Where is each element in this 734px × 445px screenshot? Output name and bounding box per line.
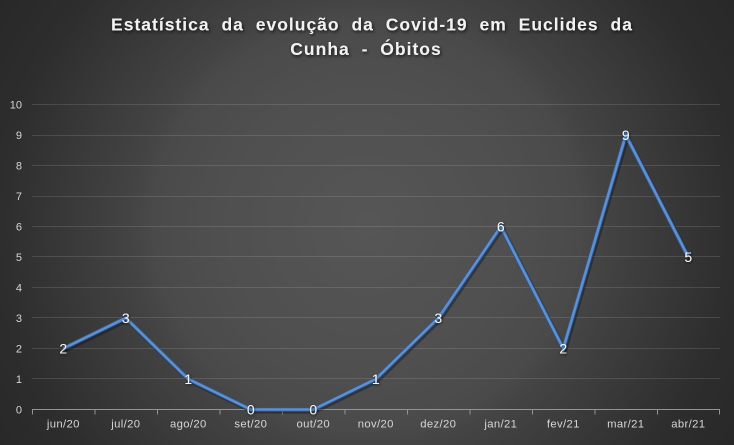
svg-text:3: 3 bbox=[16, 313, 22, 325]
svg-text:fev/21: fev/21 bbox=[547, 418, 580, 430]
svg-text:Estatística da evolução da Cov: Estatística da evolução da Covid-19 em E… bbox=[111, 14, 633, 34]
svg-text:2: 2 bbox=[59, 340, 67, 356]
svg-text:ago/20: ago/20 bbox=[170, 418, 207, 430]
svg-text:3: 3 bbox=[122, 310, 130, 326]
svg-text:0: 0 bbox=[247, 401, 255, 417]
svg-text:1: 1 bbox=[16, 374, 22, 386]
svg-text:set/20: set/20 bbox=[234, 418, 267, 430]
svg-text:0: 0 bbox=[16, 405, 22, 417]
svg-text:0: 0 bbox=[309, 401, 317, 417]
svg-text:1: 1 bbox=[184, 371, 192, 387]
svg-text:2: 2 bbox=[16, 344, 22, 356]
svg-text:jul/20: jul/20 bbox=[110, 418, 140, 430]
svg-text:8: 8 bbox=[16, 161, 22, 173]
svg-text:dez/20: dez/20 bbox=[420, 418, 456, 430]
svg-text:7: 7 bbox=[16, 191, 22, 203]
svg-text:9: 9 bbox=[622, 127, 630, 143]
svg-text:6: 6 bbox=[16, 222, 22, 234]
svg-text:out/20: out/20 bbox=[297, 418, 331, 430]
svg-text:3: 3 bbox=[434, 310, 442, 326]
svg-text:1: 1 bbox=[372, 371, 380, 387]
svg-text:abr/21: abr/21 bbox=[671, 418, 705, 430]
svg-text:6: 6 bbox=[497, 218, 505, 234]
svg-text:4: 4 bbox=[16, 283, 22, 295]
svg-text:2: 2 bbox=[559, 340, 567, 356]
svg-text:5: 5 bbox=[684, 249, 692, 265]
svg-text:9: 9 bbox=[16, 130, 22, 142]
svg-text:mar/21: mar/21 bbox=[607, 418, 644, 430]
svg-text:jan/21: jan/21 bbox=[483, 418, 517, 430]
svg-text:Cunha - Óbitos: Cunha - Óbitos bbox=[290, 38, 441, 59]
svg-text:nov/20: nov/20 bbox=[358, 418, 394, 430]
svg-text:jun/20: jun/20 bbox=[46, 418, 80, 430]
svg-text:5: 5 bbox=[16, 252, 22, 264]
svg-text:10: 10 bbox=[10, 100, 22, 112]
